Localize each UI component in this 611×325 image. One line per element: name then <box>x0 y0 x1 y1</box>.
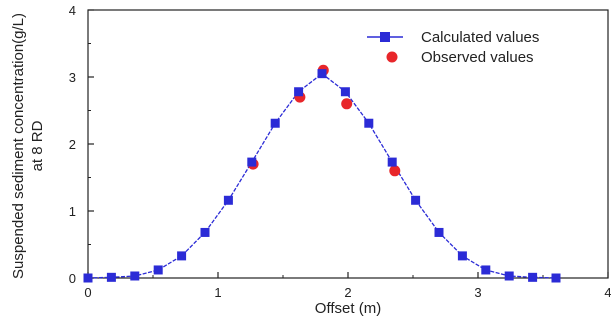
x-tick-label: 3 <box>474 285 481 300</box>
x-tick-label: 2 <box>344 285 351 300</box>
calculated-value-point <box>247 157 257 167</box>
calculated-value-point <box>364 118 374 128</box>
calculated-value-point <box>130 271 140 281</box>
x-axis-title: Offset (m) <box>315 300 381 317</box>
y-tick-label: 0 <box>69 271 76 286</box>
y-tick-label: 2 <box>69 137 76 152</box>
x-tick-label: 0 <box>84 285 91 300</box>
y-tick-label: 3 <box>69 70 76 85</box>
calculated-value-point <box>106 272 116 282</box>
legend-observed-label: Observed values <box>421 49 534 66</box>
tick-labels: 0 1 2 3 4 0 1 2 3 4 <box>69 3 611 300</box>
calculated-value-point <box>270 118 280 128</box>
calculated-values-line <box>87 72 557 279</box>
calculated-value-point <box>177 251 187 261</box>
x-tick-label: 1 <box>214 285 221 300</box>
calculated-value-point <box>504 271 514 281</box>
y-tick-label: 1 <box>69 204 76 219</box>
calculated-value-point <box>411 195 421 205</box>
calculated-value-point <box>481 265 491 275</box>
y-axis-title-line-2: at 8 RD <box>29 120 46 171</box>
calculated-value-point <box>457 251 467 261</box>
legend-calculated-marker <box>380 32 390 42</box>
y-tick-label: 4 <box>69 3 76 18</box>
legend-calculated-label: Calculated values <box>421 29 539 46</box>
observed-value-point <box>341 98 353 110</box>
calculated-value-point <box>434 227 444 237</box>
legend: Calculated values Observed values <box>367 29 539 66</box>
y-axis-title-line-1: Suspended sediment concentration(g/L) <box>10 13 27 279</box>
calculated-value-point <box>200 227 210 237</box>
calculated-value-point <box>153 265 163 275</box>
calculated-value-point <box>551 273 561 283</box>
legend-observed-marker <box>386 51 398 63</box>
observed-value-point <box>389 165 401 177</box>
x-tick-label: 4 <box>604 285 611 300</box>
calculated-value-point <box>223 195 233 205</box>
calculated-value-point <box>387 157 397 167</box>
calculated-value-point <box>317 69 327 79</box>
calculated-value-point <box>294 87 304 97</box>
calculated-value-point <box>528 272 538 282</box>
axis-ticks <box>87 9 609 279</box>
series-layer <box>83 64 561 283</box>
calculated-value-point <box>340 87 350 97</box>
calculated-value-point <box>83 273 93 283</box>
